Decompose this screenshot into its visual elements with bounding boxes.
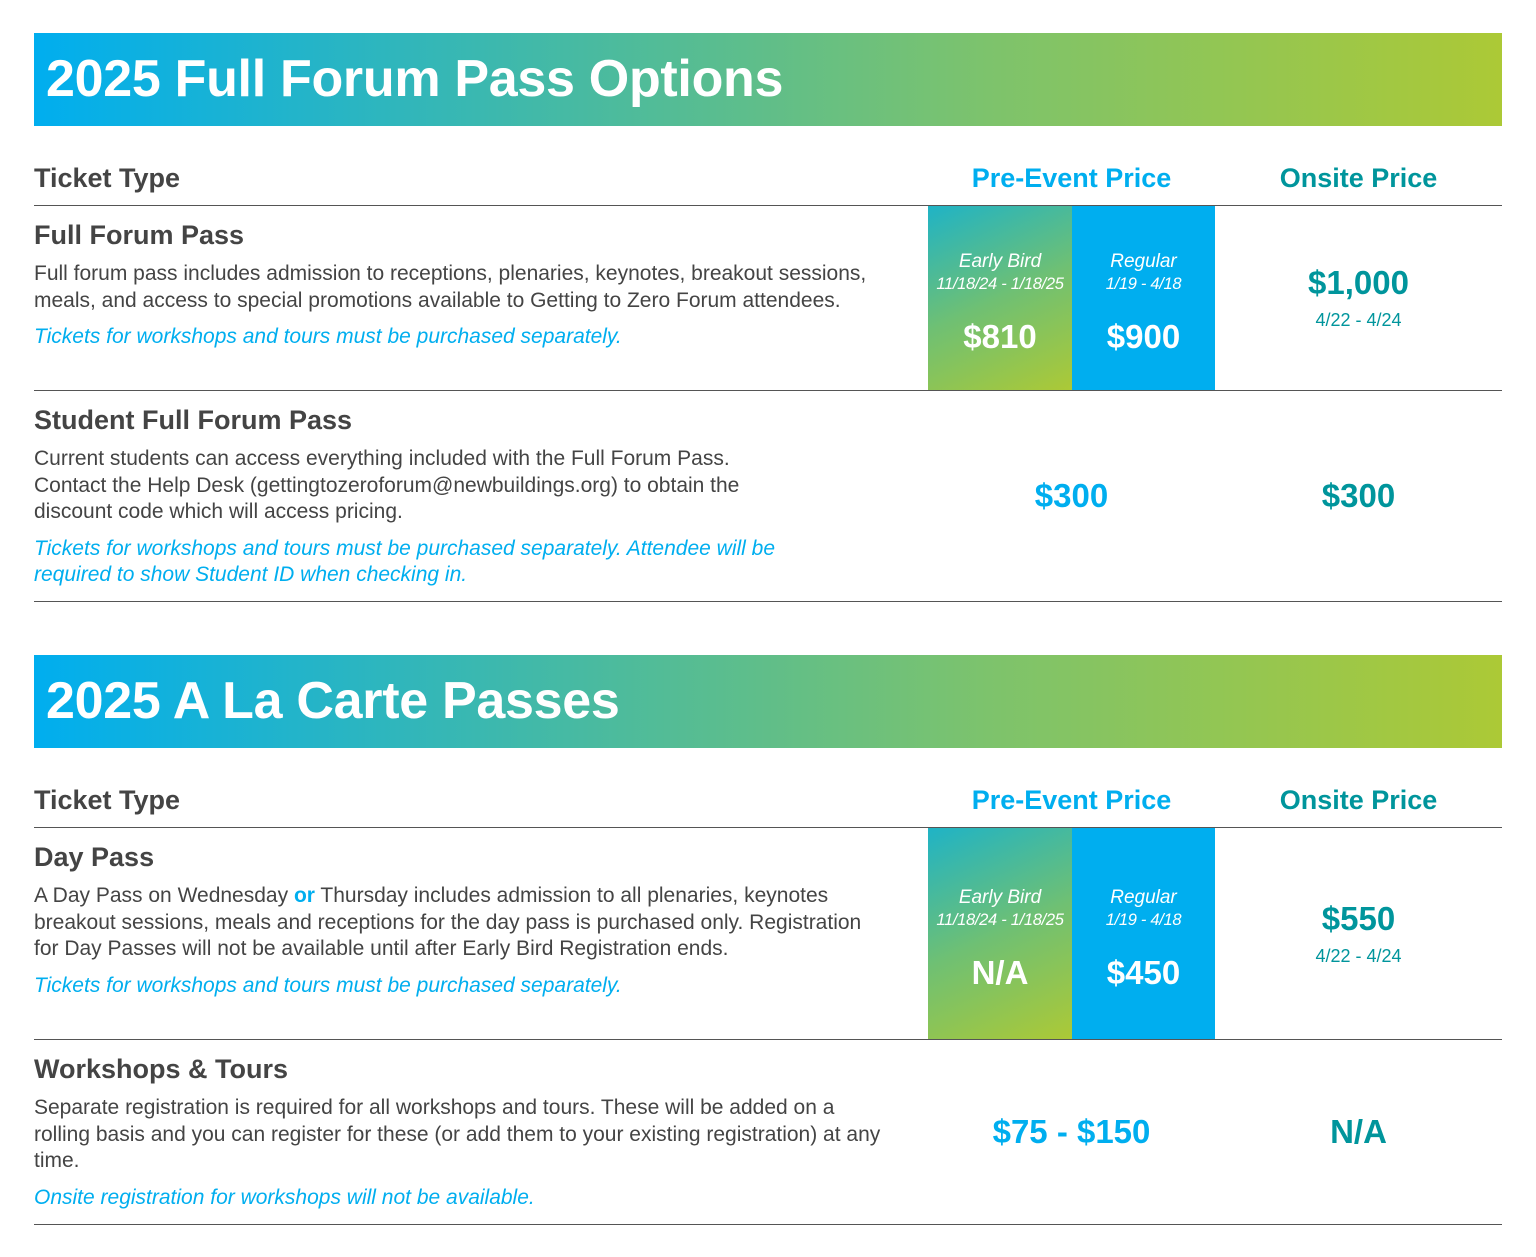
ticket-row-student-pass: Student Full Forum Pass Current students… xyxy=(34,390,1502,602)
early-bird-price: N/A xyxy=(971,954,1029,991)
onsite-price-cell: $1,000 4/22 - 4/24 xyxy=(1215,206,1502,390)
section-banner-full-forum: 2025 Full Forum Pass Options xyxy=(34,33,1502,126)
ticket-row-full-forum-pass: Full Forum Pass Full forum pass includes… xyxy=(34,205,1502,390)
ticket-row-workshops-tours: Workshops & Tours Separate registration … xyxy=(34,1039,1502,1225)
ticket-description: Full Forum Pass Full forum pass includes… xyxy=(34,206,928,390)
regular-price: $900 xyxy=(1106,318,1181,355)
early-bird-dates: 11/18/24 - 1/18/25 xyxy=(936,275,1064,293)
ticket-row-day-pass: Day Pass A Day Pass on Wednesday or Thur… xyxy=(34,827,1502,1039)
onsite-price: N/A xyxy=(1330,1113,1387,1150)
onsite-price: $550 xyxy=(1321,900,1396,937)
regular-price-cell: Regular 1/19 - 4/18 $900 xyxy=(1072,206,1215,390)
highlight-or: or xyxy=(293,884,315,907)
onsite-dates: 4/22 - 4/24 xyxy=(1315,946,1402,966)
column-headers: Ticket Type Pre-Event Price Onsite Price xyxy=(34,785,1502,825)
regular-price: $450 xyxy=(1106,954,1181,991)
pre-event-price: $300 xyxy=(1034,477,1109,514)
early-bird-price: $810 xyxy=(963,318,1037,355)
ticket-details: Current students can access everything i… xyxy=(34,447,740,523)
ticket-note: Tickets for workshops and tours must be … xyxy=(34,973,622,997)
onsite-price: $1,000 xyxy=(1308,264,1409,301)
early-bird-price-cell: Early Bird 11/18/24 - 1/18/25 N/A xyxy=(928,828,1072,1039)
ticket-name: Student Full Forum Pass xyxy=(34,405,353,435)
regular-label: Regular xyxy=(1110,251,1177,272)
onsite-price-cell: $550 4/22 - 4/24 xyxy=(1215,828,1502,1039)
ticket-description: Workshops & Tours Separate registration … xyxy=(34,1040,928,1224)
pre-event-price: $75 - $150 xyxy=(992,1113,1151,1150)
header-ticket-type: Ticket Type xyxy=(34,785,181,815)
early-bird-label: Early Bird xyxy=(958,251,1042,272)
ticket-description: Student Full Forum Pass Current students… xyxy=(34,391,928,601)
ticket-details: Full forum pass includes admission to re… xyxy=(34,262,867,312)
ticket-note: Onsite registration for workshops will n… xyxy=(34,1185,535,1209)
ticket-name: Workshops & Tours xyxy=(34,1054,289,1084)
column-headers: Ticket Type Pre-Event Price Onsite Price xyxy=(34,163,1502,203)
early-bird-dates: 11/18/24 - 1/18/25 xyxy=(936,911,1064,929)
header-ticket-type: Ticket Type xyxy=(34,163,181,193)
header-pre-event-price: Pre-Event Price xyxy=(971,163,1172,193)
regular-dates: 1/19 - 4/18 xyxy=(1105,911,1182,929)
ticket-name: Day Pass xyxy=(34,842,155,872)
ticket-details: Separate registration is required for al… xyxy=(34,1096,881,1172)
early-bird-price-cell: Early Bird 11/18/24 - 1/18/25 $810 xyxy=(928,206,1072,390)
section-title: 2025 Full Forum Pass Options xyxy=(46,50,784,108)
ticket-note: Tickets for workshops and tours must be … xyxy=(34,536,776,587)
details-text: Thursday includes admission to all plena… xyxy=(34,884,862,960)
regular-price-cell: Regular 1/19 - 4/18 $450 xyxy=(1072,828,1215,1039)
early-bird-label: Early Bird xyxy=(958,887,1042,908)
section-title: 2025 A La Carte Passes xyxy=(46,672,620,730)
onsite-price: $300 xyxy=(1321,477,1396,514)
ticket-details: A Day Pass on Wednesday or Thursday incl… xyxy=(34,883,928,963)
section-banner-a-la-carte: 2025 A La Carte Passes xyxy=(34,655,1502,748)
header-pre-event-price: Pre-Event Price xyxy=(971,785,1172,815)
ticket-name: Full Forum Pass xyxy=(34,220,245,250)
onsite-dates: 4/22 - 4/24 xyxy=(1315,310,1402,330)
details-text: A Day Pass on Wednesday xyxy=(34,884,294,907)
header-onsite-price: Onsite Price xyxy=(1279,163,1438,193)
regular-dates: 1/19 - 4/18 xyxy=(1105,275,1182,293)
ticket-note: Tickets for workshops and tours must be … xyxy=(34,325,622,348)
ticket-description: Day Pass A Day Pass on Wednesday or Thur… xyxy=(34,828,928,1039)
regular-label: Regular xyxy=(1110,887,1177,908)
header-onsite-price: Onsite Price xyxy=(1279,785,1438,815)
